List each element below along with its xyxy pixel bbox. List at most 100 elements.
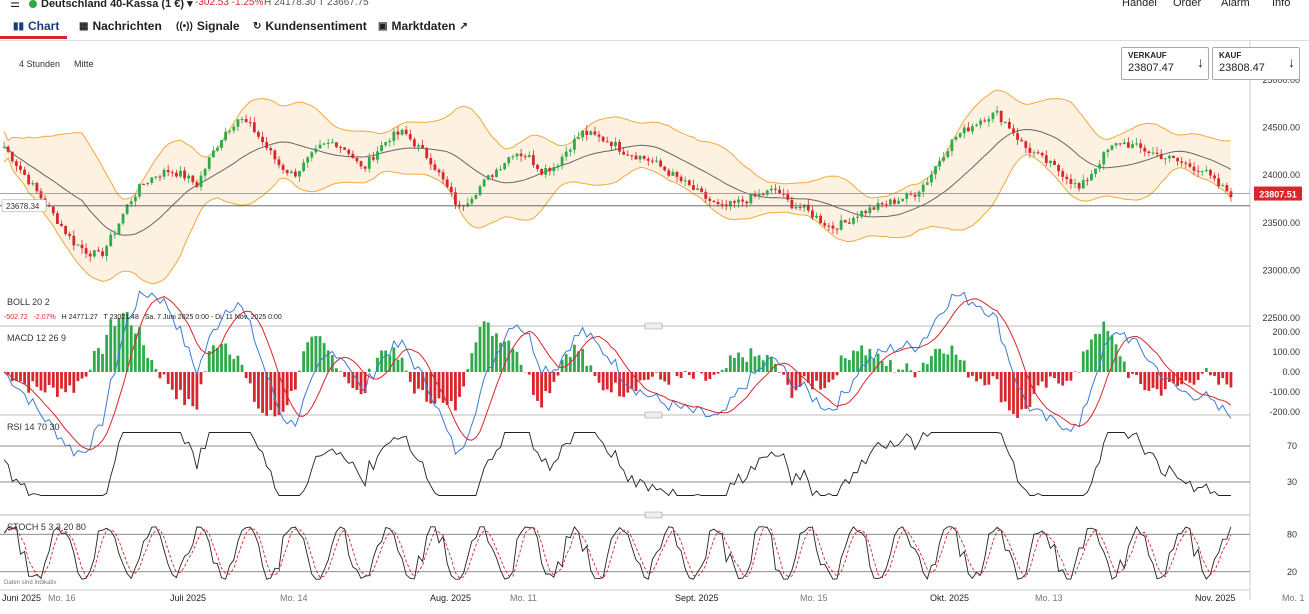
macd-histogram-bar (142, 345, 145, 372)
macd-histogram-bar (946, 354, 950, 372)
instrument-selector[interactable]: Deutschland 40-Kassa (1 €) ▾ (41, 0, 193, 10)
macd-histogram-bar (1163, 372, 1167, 390)
candle-body (92, 250, 96, 257)
tab-nachrichten[interactable]: ▦ Nachrichten (79, 19, 162, 33)
macd-histogram-bar (404, 370, 408, 372)
stoch-label[interactable]: STOCH 5 3 3 20 80 (7, 522, 86, 532)
candle-body (269, 148, 273, 151)
candle-body (72, 235, 76, 246)
candle-body (1012, 128, 1015, 134)
macd-histogram-bar (765, 355, 769, 372)
candle-body (897, 200, 900, 204)
candle-body (1077, 183, 1081, 189)
candle-body (552, 167, 556, 172)
macd-histogram-bar (1024, 372, 1028, 409)
macd-histogram-bar (367, 368, 371, 372)
sell-label: VERKAUF (1128, 51, 1167, 60)
bollinger-lower (3, 154, 1232, 285)
macd-histogram-bar (536, 372, 539, 401)
macd-histogram-bar (503, 341, 507, 372)
macd-histogram-bar (490, 335, 494, 372)
price-type-selector[interactable]: Mitte (74, 59, 94, 69)
candle-body (868, 207, 872, 214)
macd-histogram-bar (343, 372, 347, 377)
candle-body (1044, 155, 1048, 163)
candle-body (527, 155, 531, 157)
macd-histogram-bar (261, 372, 264, 413)
candle-body (6, 146, 10, 152)
macd-histogram-bar (778, 372, 781, 373)
macd-label[interactable]: MACD 12 26 9 (7, 333, 67, 343)
candle-body (798, 207, 802, 209)
candle-body (544, 167, 548, 175)
x-axis-label: Aug. 2025 (430, 593, 471, 603)
candle-body (1167, 155, 1171, 159)
candle-body (745, 201, 749, 204)
timeframe-selector[interactable]: 4 Stunden (19, 59, 61, 69)
tab-marktdaten[interactable]: ▣ Marktdaten ↗ (378, 19, 468, 33)
macd-histogram-bar (995, 372, 999, 380)
candle-body (27, 174, 31, 185)
candle-body (55, 213, 59, 224)
macd-tick-label: 200.00 (1272, 327, 1300, 337)
macd-histogram-bar (55, 372, 59, 397)
buy-quote-box[interactable]: KAUF 23808.47 ↓ (1212, 47, 1300, 80)
macd-histogram-bar (782, 372, 786, 375)
candle-body (519, 153, 523, 157)
macd-histogram-bar (774, 363, 777, 372)
tab-kundensentiment[interactable]: ↻ Kundensentiment (253, 19, 367, 33)
macd-histogram-bar (958, 359, 962, 372)
candle-body (293, 171, 297, 177)
macd-histogram-bar (359, 372, 363, 395)
candle-body (388, 140, 392, 143)
candle-body (757, 194, 761, 197)
macd-histogram-bar (564, 354, 568, 372)
macd-histogram-bar (1057, 372, 1061, 384)
macd-histogram-bar (568, 357, 572, 372)
candle-body (831, 225, 835, 229)
hamburger-menu-icon[interactable]: ☰ (10, 0, 20, 10)
candle-body (109, 234, 113, 247)
candle-body (195, 182, 199, 187)
macd-histogram-bar (273, 372, 277, 417)
candle-body (97, 250, 100, 252)
resize-handle-icon (644, 411, 663, 419)
candle-body (441, 172, 445, 180)
rsi-label[interactable]: RSI 14 70 30 (7, 422, 60, 432)
macd-histogram-bar (314, 335, 318, 372)
candle-body (273, 150, 277, 160)
macd-line (3, 290, 1232, 457)
macd-histogram-bar (938, 348, 942, 372)
candle-body (1180, 161, 1184, 163)
boll-label[interactable]: BOLL 20 2 (7, 297, 50, 307)
candle-body (232, 126, 236, 131)
macd-histogram-bar (1028, 372, 1032, 407)
arrow-down-icon: ↓ (1197, 54, 1204, 70)
candle-body (392, 131, 396, 141)
macd-signal-line (3, 296, 1232, 451)
stoch-tick-label: 20 (1287, 567, 1297, 577)
candle-body (954, 136, 958, 140)
candle-body (659, 160, 662, 167)
nav-alarm[interactable]: Alarm (1221, 0, 1250, 9)
candle-body (700, 188, 704, 192)
macd-histogram-bar (158, 372, 162, 379)
candle-body (1090, 173, 1093, 181)
nav-handel[interactable]: Handel (1122, 0, 1157, 9)
nav-order[interactable]: Order (1173, 0, 1202, 9)
macd-histogram-bar (622, 372, 626, 397)
tab-signale[interactable]: ((•)) Signale (176, 19, 240, 33)
macd-histogram-bar (1114, 344, 1118, 372)
candle-body (794, 207, 798, 209)
sell-quote-box[interactable]: VERKAUF 23807.47 ↓ (1121, 47, 1209, 80)
macd-histogram-bar (109, 319, 113, 372)
macd-histogram-bar (925, 364, 929, 372)
candle-body (778, 189, 781, 194)
nav-info[interactable]: Info (1272, 0, 1291, 9)
candle-body (499, 169, 502, 171)
tab-chart[interactable]: ▮▮ Chart (13, 19, 60, 33)
candle-body (146, 183, 150, 185)
candle-body (425, 148, 429, 159)
macd-histogram-bar (437, 372, 441, 399)
